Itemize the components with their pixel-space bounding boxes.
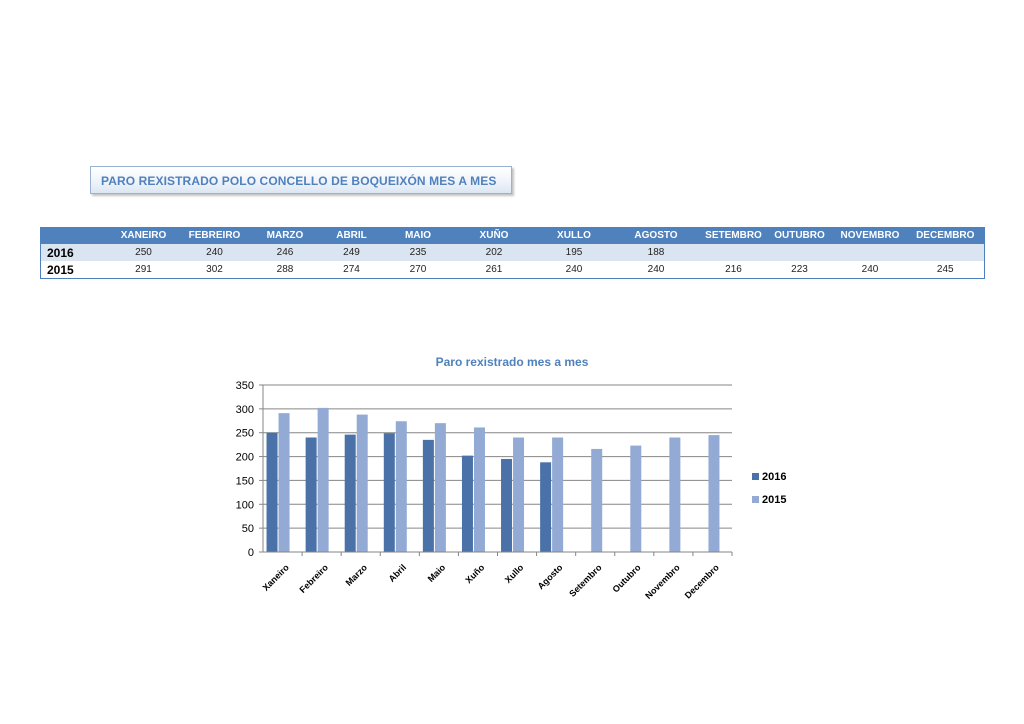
y-tick-label: 300 (236, 404, 254, 416)
table-cell (833, 244, 907, 261)
table-cell: 235 (385, 244, 451, 261)
table-cell: 249 (317, 244, 386, 261)
table-cell: 223 (765, 261, 834, 279)
bar-2016 (344, 434, 356, 552)
column-header: DECEMBRO (906, 227, 985, 244)
y-tick-label: 100 (236, 499, 254, 511)
x-tick-label: Agosto (536, 562, 565, 591)
bar-2015 (356, 414, 368, 552)
table-cell: 270 (385, 261, 451, 279)
table-cell: 240 (610, 261, 702, 279)
table-cell: 250 (110, 244, 177, 261)
column-header: NOVEMBRO (833, 227, 907, 244)
table-cell: 240 (833, 261, 907, 279)
column-header: SETEMBRO (701, 227, 766, 244)
x-tick-label: Xaneiro (261, 562, 292, 593)
bar-2016 (501, 458, 513, 552)
bar-2016 (383, 433, 395, 552)
x-tick-label: Xullo (503, 562, 526, 585)
bar-2015 (708, 435, 720, 552)
bar-2016 (461, 455, 473, 552)
y-tick-label: 250 (236, 428, 254, 440)
table-cell: 245 (906, 261, 985, 279)
y-tick-label: 200 (236, 452, 254, 464)
column-header: XULLO (537, 227, 611, 244)
bar-2015 (434, 423, 446, 552)
legend-swatch (752, 473, 759, 480)
table-row-2016: 2016 250 240 246 249 235 202 195 188 (40, 244, 985, 261)
table-cell: 261 (450, 261, 538, 279)
y-tick-label: 350 (236, 380, 254, 392)
column-header: XANEIRO (110, 227, 177, 244)
bar-2016 (422, 439, 434, 552)
column-header: ABRIL (317, 227, 386, 244)
x-tick-label: Setembro (567, 562, 604, 599)
bar-2015 (395, 421, 407, 552)
y-tick-label: 0 (248, 547, 254, 559)
chart-title: Paro rexistrado mes a mes (436, 355, 589, 369)
data-table: XANEIRO FEBREIRO MARZO ABRIL MAIO XUÑO X… (40, 227, 985, 279)
table-header-corner (40, 227, 111, 244)
bar-2015 (591, 448, 603, 552)
column-header: MAIO (385, 227, 451, 244)
y-tick-label: 50 (242, 523, 254, 535)
table-cell: 274 (317, 261, 386, 279)
x-tick-label: Decembro (683, 562, 722, 601)
table-cell (906, 244, 985, 261)
table-header-row: XANEIRO FEBREIRO MARZO ABRIL MAIO XUÑO X… (40, 227, 985, 244)
table-cell: 240 (537, 261, 611, 279)
page-title-box: PARO REXISTRADO POLO CONCELLO DE BOQUEIX… (90, 166, 512, 194)
y-tick-label: 150 (236, 475, 254, 487)
row-year-label: 2015 (40, 261, 111, 279)
table-cell: 302 (176, 261, 253, 279)
table-cell: 202 (450, 244, 538, 261)
bar-2015 (317, 407, 329, 552)
table-cell: 195 (537, 244, 611, 261)
bar-2015 (630, 445, 642, 552)
legend-label: 2016 (762, 471, 786, 483)
table-row-2015: 2015 291 302 288 274 270 261 240 240 216… (40, 261, 985, 279)
page-title: PARO REXISTRADO POLO CONCELLO DE BOQUEIX… (101, 174, 497, 188)
x-tick-label: Maio (426, 562, 448, 584)
x-tick-label: Marzo (344, 562, 370, 588)
bar-2015 (473, 427, 485, 552)
table-cell (765, 244, 834, 261)
column-header: MARZO (252, 227, 318, 244)
table-cell: 291 (110, 261, 177, 279)
table-cell: 188 (610, 244, 702, 261)
table-cell (701, 244, 766, 261)
legend-swatch (752, 496, 759, 503)
bar-2015 (552, 437, 564, 552)
bar-2016 (305, 437, 317, 552)
column-header: XUÑO (450, 227, 538, 244)
bar-2015 (278, 413, 290, 552)
x-tick-label: Abril (387, 562, 409, 584)
table-cell: 240 (176, 244, 253, 261)
table-cell: 288 (252, 261, 318, 279)
column-header: OUTUBRO (765, 227, 834, 244)
x-tick-label: Novembro (643, 562, 682, 601)
bar-chart: Paro rexistrado mes a mes 0 50 100 150 200 25… (236, 355, 787, 601)
bar-2015 (513, 437, 525, 552)
x-tick-label: Xuño (463, 562, 486, 585)
bar-2015 (669, 437, 681, 552)
bar-2016 (266, 432, 278, 552)
column-header: FEBREIRO (176, 227, 253, 244)
row-year-label: 2016 (40, 244, 111, 261)
legend-label: 2015 (762, 494, 786, 506)
x-tick-label: Febreiro (298, 562, 331, 595)
column-header: AGOSTO (610, 227, 702, 244)
bar-2016 (540, 462, 552, 552)
x-tick-label: Outubro (611, 562, 644, 595)
table-cell: 216 (701, 261, 766, 279)
table-cell: 246 (252, 244, 318, 261)
